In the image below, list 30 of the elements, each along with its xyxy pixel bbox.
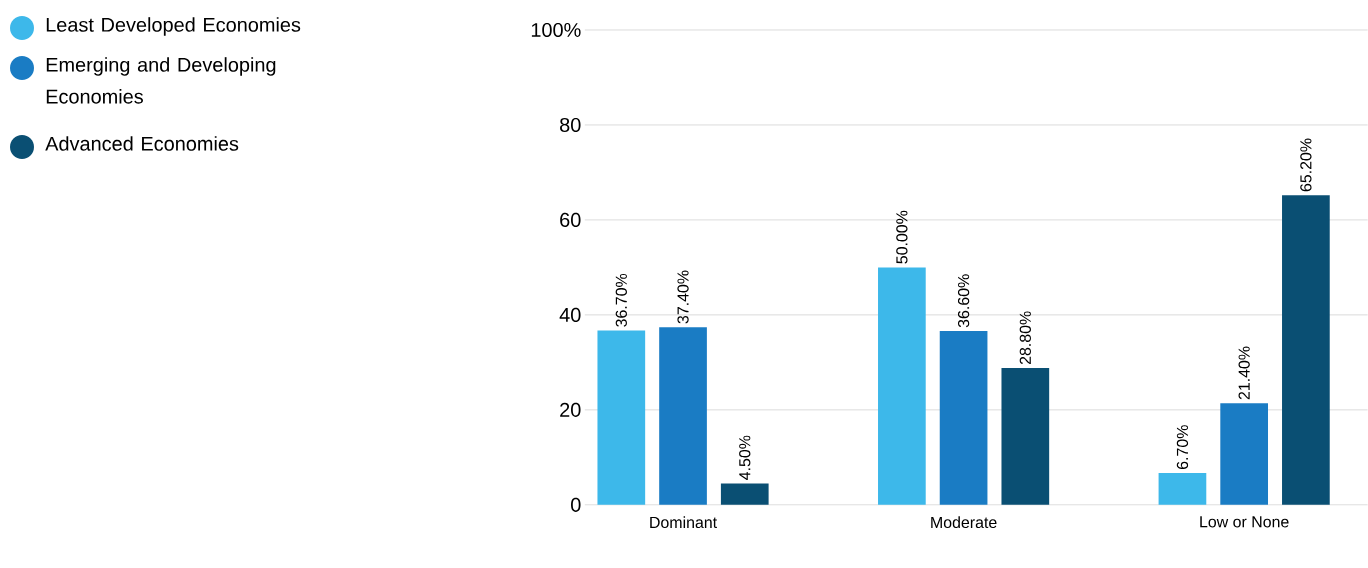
data-label: 37.40% [677,270,689,324]
y-tick-label: 100% [531,23,581,38]
bar [659,327,707,505]
legend-label: Least Developed Economies [46,17,301,36]
bar [597,330,646,505]
bar [1282,195,1330,505]
bar [1001,368,1050,505]
legend-label: Emerging and Developing Economies [46,57,276,104]
bar [1158,473,1207,505]
data-label: 36.70% [615,273,627,327]
data-label: 50.00% [896,210,908,264]
data-label: 21.40% [1238,346,1250,400]
x-tick-label: Moderate [931,516,997,529]
data-label: 65.20% [1300,138,1312,192]
y-tick-label: 0 [571,497,581,512]
legend-label: Advanced Economies [45,136,239,151]
bar [878,267,926,505]
y-tick-label: 80 [560,118,581,133]
bar [1220,403,1269,505]
data-label: 6.70% [1176,425,1189,470]
data-label: 36.60% [957,274,970,328]
bar [720,483,769,505]
x-tick-label: Low or None [1200,516,1289,528]
x-tick-label: Dominant [650,516,717,529]
y-tick-label: 20 [560,402,581,417]
y-tick-label: 40 [559,307,581,323]
bar [939,331,988,505]
data-label: 4.50% [739,435,751,480]
y-tick-label: 60 [560,212,581,228]
data-label: 28.80% [1019,311,1031,365]
